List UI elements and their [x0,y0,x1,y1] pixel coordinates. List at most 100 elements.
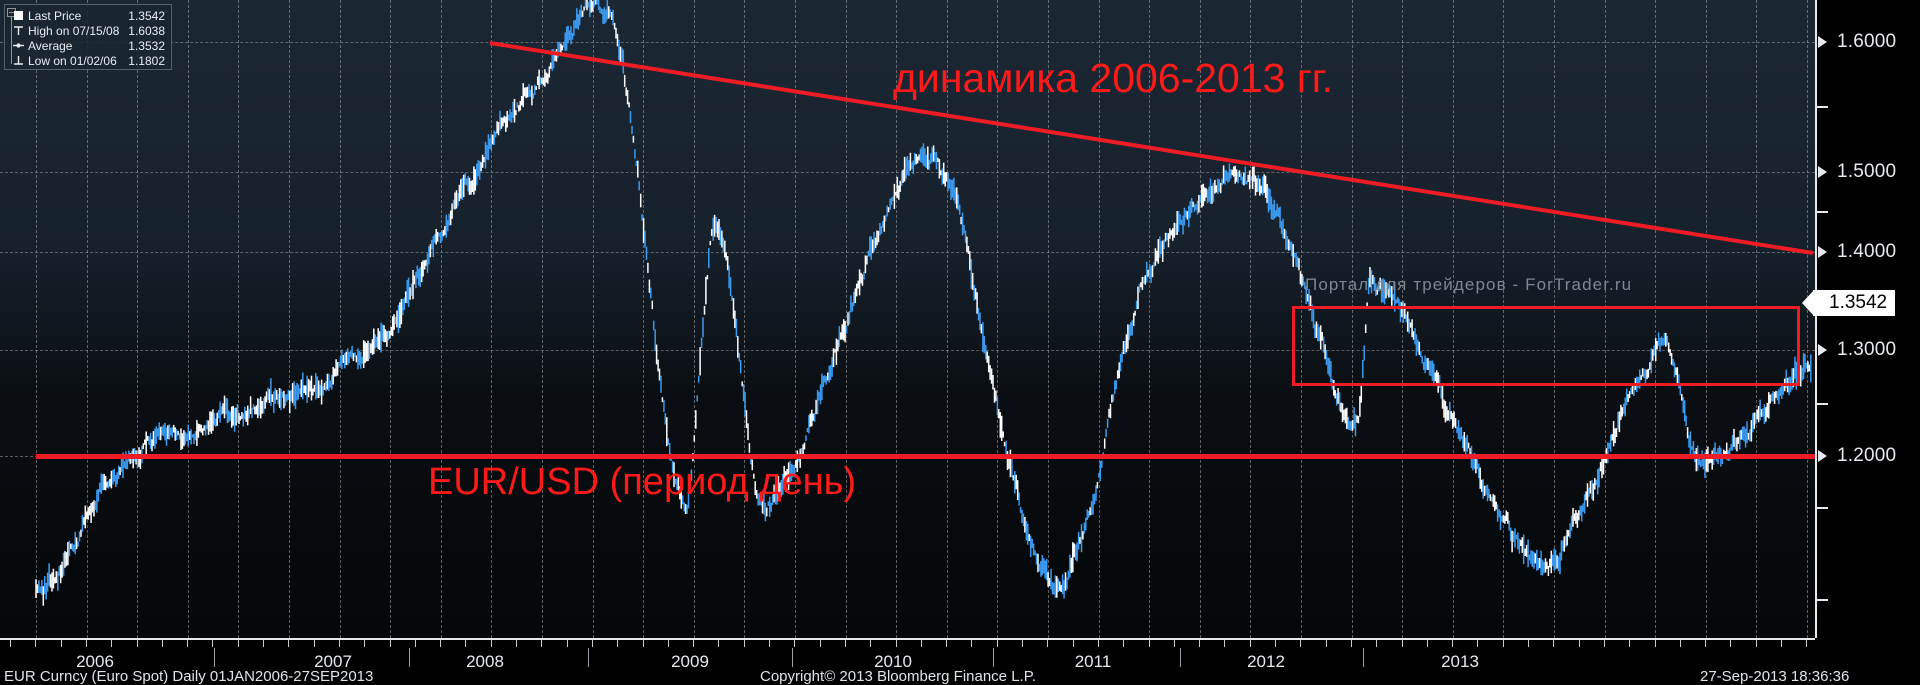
x-tick-minor [895,640,897,647]
square-white-icon [8,11,28,20]
x-tick-minor [996,640,998,647]
x-axis-divider [1179,648,1181,667]
x-tick-minor [769,640,770,647]
y-tick-minor [1817,403,1828,405]
x-tick-minor [1528,640,1529,647]
watermark-text: Портал для трейдеров - ForTrader.ru [1305,275,1633,294]
x-tick-minor [1781,640,1782,647]
y-tick-minor [1817,106,1828,108]
x-tick-minor [693,640,695,647]
chart-legend[interactable]: Last Price 1.3542 High on 07/15/08 1.603… [4,4,172,70]
x-tick-minor [1350,640,1352,647]
x-tick-minor [1654,640,1656,647]
x-tick-minor [60,640,62,647]
x-tick-minor [1553,640,1555,647]
legend-label: Last Price [28,8,82,23]
x-tick-minor [516,640,517,647]
x-tick-minor [288,640,290,647]
x-tick-label-2012: 2012 [1247,652,1285,671]
annotation-pair: EUR/USD (период день) [428,461,857,503]
x-axis [0,638,1815,652]
x-tick-minor [1452,640,1454,647]
x-tick-minor [1705,640,1707,647]
x-tick-minor [263,640,264,647]
x-tick-minor [187,640,189,647]
legend-tree-lines [11,12,18,64]
average-marker-icon [8,40,28,51]
x-tick-minor [920,640,922,647]
x-tick-minor [718,640,720,647]
x-tick-minor [819,640,821,647]
x-tick-minor [1806,640,1808,647]
status-bar: EUR Curncy (Euro Spot) Daily 01JAN2006-2… [0,668,1920,685]
x-tick-minor [161,640,163,647]
x-tick-minor [971,640,973,647]
x-axis-divider [993,648,994,667]
x-tick-minor [1679,640,1681,647]
x-tick-minor [1300,640,1302,647]
y-axis: 1.6000 1.5000 1.4000 1.3000 1.2000 1.3542 [1813,0,1920,638]
y-tick-minor [1817,599,1828,601]
x-tick-minor [111,640,113,647]
x-tick-minor [364,640,366,647]
x-tick-minor [414,640,416,647]
x-tick-minor [870,640,872,647]
x-tick-minor [946,640,948,647]
support-line-1200 [36,454,1815,459]
legend-row-last-price[interactable]: Last Price 1.3542 [8,8,167,23]
status-security-description: EUR Curncy (Euro Spot) Daily 01JAN2006-2… [4,668,374,685]
y-tick-label: 1.4000 [1837,241,1897,262]
x-tick-minor [1148,640,1150,647]
highlight-rectangle [1292,306,1800,386]
y-tick-arrow [1818,166,1827,178]
x-tick-minor [1502,640,1504,647]
annotation-title: динамика 2006-2013 гг. [893,55,1334,101]
x-tick-minor [1325,640,1327,647]
legend-row-low[interactable]: Low on 01/02/06 1.1802 [8,53,167,68]
x-tick-label-2010: 2010 [874,652,912,671]
x-tick-minor [617,640,619,647]
legend-row-high[interactable]: High on 07/15/08 1.6038 [8,23,167,38]
y-tick-label: 1.6000 [1837,31,1897,52]
y-tick-arrow [1818,246,1827,258]
x-tick-minor [1275,640,1276,647]
x-tick-minor [541,640,543,647]
x-tick-minor [1426,640,1428,647]
x-tick-minor [35,640,37,647]
y-tick-arrow [1818,344,1827,356]
x-tick-minor [1755,640,1757,647]
x-tick-minor [389,640,391,647]
current-price-tag: 1.3542 [1813,290,1896,316]
x-tick-minor [212,640,214,647]
x-axis-divider [409,648,410,667]
x-tick-minor [1578,640,1580,647]
legend-row-average[interactable]: Average 1.3532 [8,38,167,53]
x-tick-minor [1249,640,1251,647]
x-axis-divider [791,648,793,667]
x-tick-minor [591,640,593,647]
legend-label: High on 07/15/08 [28,23,120,38]
legend-label: Low on 01/02/06 [28,53,117,68]
x-tick-minor [566,640,568,647]
x-tick-minor [1123,640,1125,647]
x-tick-minor [667,640,669,647]
x-tick-minor [1072,640,1074,647]
x-tick-minor [844,640,846,647]
x-tick-minor [1224,640,1226,647]
legend-value: 1.3542 [128,8,165,23]
legend-label: Average [28,38,73,53]
x-tick-minor [10,640,11,647]
x-tick-minor [1730,640,1732,647]
status-copyright: Copyright© 2013 Bloomberg Finance L.P. [760,668,1036,685]
chart-plot-area[interactable]: динамика 2006-2013 гг. EUR/USD (период д… [0,0,1815,638]
y-tick-minor [1817,507,1828,509]
x-tick-minor [338,640,340,647]
x-tick-minor [313,640,315,647]
x-tick-label-2009: 2009 [671,652,709,671]
y-tick-minor [1817,211,1828,213]
x-tick-minor [440,640,442,647]
x-tick-minor [1629,640,1631,647]
y-tick-arrow [1818,450,1827,462]
x-tick-minor [136,640,138,647]
